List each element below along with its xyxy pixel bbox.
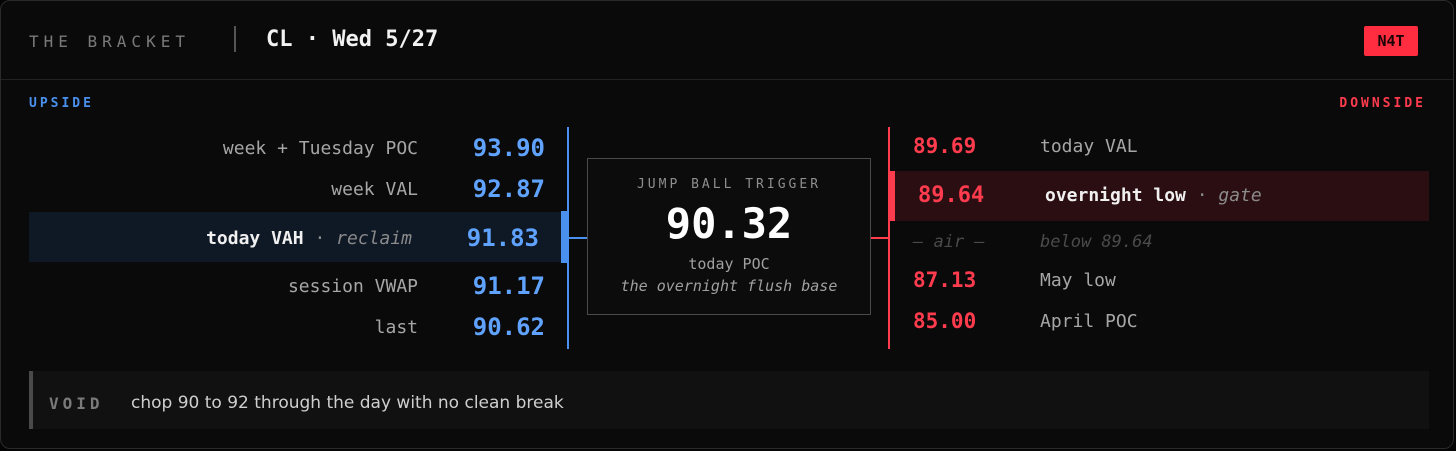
level-name: overnight low — [1045, 185, 1186, 206]
level-value: 91.83 — [466, 224, 539, 252]
upside-level-row: session VWAP 91.17 — [29, 266, 567, 306]
upside-level-row: week + Tuesday POC 93.90 — [29, 128, 567, 168]
downside-level-row: 89.69 today VAL — [891, 128, 1429, 168]
upside-highlight-row: today VAH · reclaim 91.83 — [29, 212, 567, 262]
trigger-subtitle: today POC — [688, 255, 770, 273]
level-label: last — [374, 317, 418, 338]
downside-connector — [871, 237, 889, 239]
upside-label: UPSIDE — [29, 96, 94, 111]
level-value: 85.00 — [913, 309, 977, 333]
void-text: chop 90 to 92 through the day with no cl… — [131, 393, 564, 413]
air-gap-label: — air — — [913, 232, 985, 252]
upside-bracket-line — [567, 127, 569, 349]
level-name: today VAH — [206, 228, 304, 249]
downside-highlight-row: 89.64 overnight low · gate — [891, 171, 1429, 221]
air-gap-row: — air — below 89.64 — [891, 223, 1429, 263]
level-value: 93.90 — [472, 134, 545, 162]
header: THE BRACKET CL · Wed 5/27 N4T — [1, 1, 1453, 80]
downside-bracket-line — [888, 127, 890, 349]
upside-level-row: last 90.62 — [29, 307, 567, 347]
level-label: week VAL — [331, 179, 418, 200]
trigger-note: the overnight flush base — [620, 277, 838, 295]
downside-level-row: 87.13 May low — [891, 262, 1429, 302]
downside-highlight-marker — [889, 171, 895, 221]
level-value: 91.17 — [472, 272, 545, 300]
void-label: VOID — [49, 394, 104, 413]
level-value: 87.13 — [913, 268, 977, 292]
page-title: CL · Wed 5/27 — [266, 27, 439, 52]
upside-connector — [569, 237, 587, 239]
downside-level-row: 85.00 April POC — [891, 303, 1429, 343]
downside-label: DOWNSIDE — [1339, 96, 1426, 111]
level-value: 92.87 — [472, 175, 545, 203]
level-label: overnight low · gate — [1045, 185, 1262, 206]
upside-highlight-marker — [561, 211, 567, 263]
brand-label: THE BRACKET — [29, 32, 190, 51]
separator-dot: · — [1196, 185, 1208, 206]
separator-dot: · — [314, 228, 326, 249]
void-panel: VOID chop 90 to 92 through the day with … — [29, 371, 1429, 429]
trigger-title: JUMP BALL TRIGGER — [636, 177, 822, 192]
void-accent-bar — [29, 371, 33, 429]
level-value: 90.62 — [472, 313, 545, 341]
level-note: gate — [1218, 185, 1262, 206]
level-label: May low — [1040, 270, 1116, 291]
n4t-badge[interactable]: N4T — [1364, 26, 1418, 56]
trigger-value: 90.32 — [665, 199, 793, 248]
jump-ball-trigger-box: JUMP BALL TRIGGER 90.32 today POC the ov… — [587, 158, 871, 315]
upside-level-row: week VAL 92.87 — [29, 169, 567, 209]
level-label: April POC — [1040, 311, 1138, 332]
level-value: 89.64 — [918, 183, 985, 208]
level-label: today VAH · reclaim — [206, 228, 412, 249]
level-note: reclaim — [336, 228, 412, 249]
level-label: session VWAP — [287, 276, 418, 297]
level-value: 89.69 — [913, 134, 977, 158]
level-label: week + Tuesday POC — [222, 138, 418, 159]
header-divider — [234, 26, 236, 52]
level-label: below 89.64 — [1040, 232, 1153, 252]
level-label: today VAL — [1040, 136, 1138, 157]
